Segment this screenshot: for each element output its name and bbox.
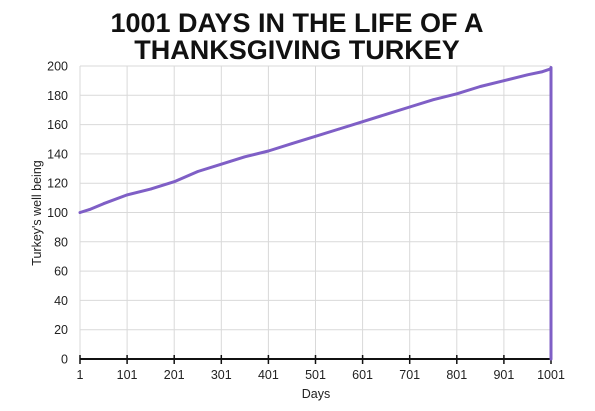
- chart-title-line-1: 1001 DAYS IN THE LIFE OF A: [110, 8, 483, 38]
- y-tick-label: 0: [61, 353, 68, 367]
- x-tick-labels: 1 101 201 301 401 501 601 701 801 901 1001: [77, 368, 565, 382]
- y-tick-label: 120: [47, 177, 68, 191]
- x-tick-label: 301: [211, 368, 232, 382]
- data-point: [549, 66, 553, 69]
- data-point: [220, 162, 223, 166]
- x-tick-label: 901: [493, 368, 514, 382]
- y-tick-label: 140: [47, 147, 68, 161]
- data-point: [125, 193, 129, 197]
- data-point: [549, 357, 553, 361]
- x-tick-label: 1001: [537, 368, 565, 382]
- data-point: [479, 85, 482, 88]
- y-tick-label: 180: [47, 89, 68, 103]
- data-point: [172, 180, 176, 183]
- data-point: [149, 187, 152, 191]
- x-tick-label: 701: [399, 368, 420, 382]
- y-tick-label: 160: [47, 118, 68, 132]
- y-tick-labels: 0 20 40 60 80 100 120 140 160 180 200: [47, 60, 68, 367]
- x-tick-label: 201: [164, 368, 185, 382]
- y-tick-label: 40: [54, 294, 68, 308]
- y-tick-label: 80: [54, 235, 68, 249]
- data-point: [526, 73, 529, 77]
- data-point: [314, 135, 317, 138]
- data-point: [432, 98, 435, 101]
- x-tick-label: 801: [446, 368, 467, 382]
- y-tick-label: 200: [47, 60, 68, 74]
- data-point: [196, 170, 200, 173]
- data-point: [102, 202, 105, 205]
- data-point: [290, 142, 294, 145]
- data-point: [243, 155, 247, 159]
- data-point: [361, 120, 364, 123]
- x-tick-label: 401: [258, 368, 279, 382]
- chart-title-line-2: THANKSGIVING TURKEY: [134, 35, 460, 65]
- x-tick-label: 101: [117, 368, 138, 382]
- x-tick-label: 601: [352, 368, 373, 382]
- data-point: [502, 79, 506, 82]
- data-point: [337, 127, 341, 131]
- y-tick-label: 20: [54, 323, 68, 337]
- data-point: [267, 149, 270, 153]
- data-point: [408, 105, 412, 109]
- grid-lines: [79, 65, 552, 359]
- data-point: [455, 92, 459, 96]
- x-axis-label: Days: [302, 387, 330, 401]
- plot-area: [78, 66, 553, 361]
- data-point: [384, 113, 388, 116]
- y-axis-label: Turkey's well being: [30, 160, 44, 265]
- x-tick-label: 1: [77, 368, 84, 382]
- data-point: [78, 211, 82, 214]
- x-tick-label: 501: [305, 368, 326, 382]
- y-tick-label: 100: [47, 206, 68, 220]
- axes: [79, 355, 552, 364]
- data-point: [88, 208, 91, 211]
- data-point: [540, 70, 543, 74]
- y-tick-label: 60: [54, 265, 68, 279]
